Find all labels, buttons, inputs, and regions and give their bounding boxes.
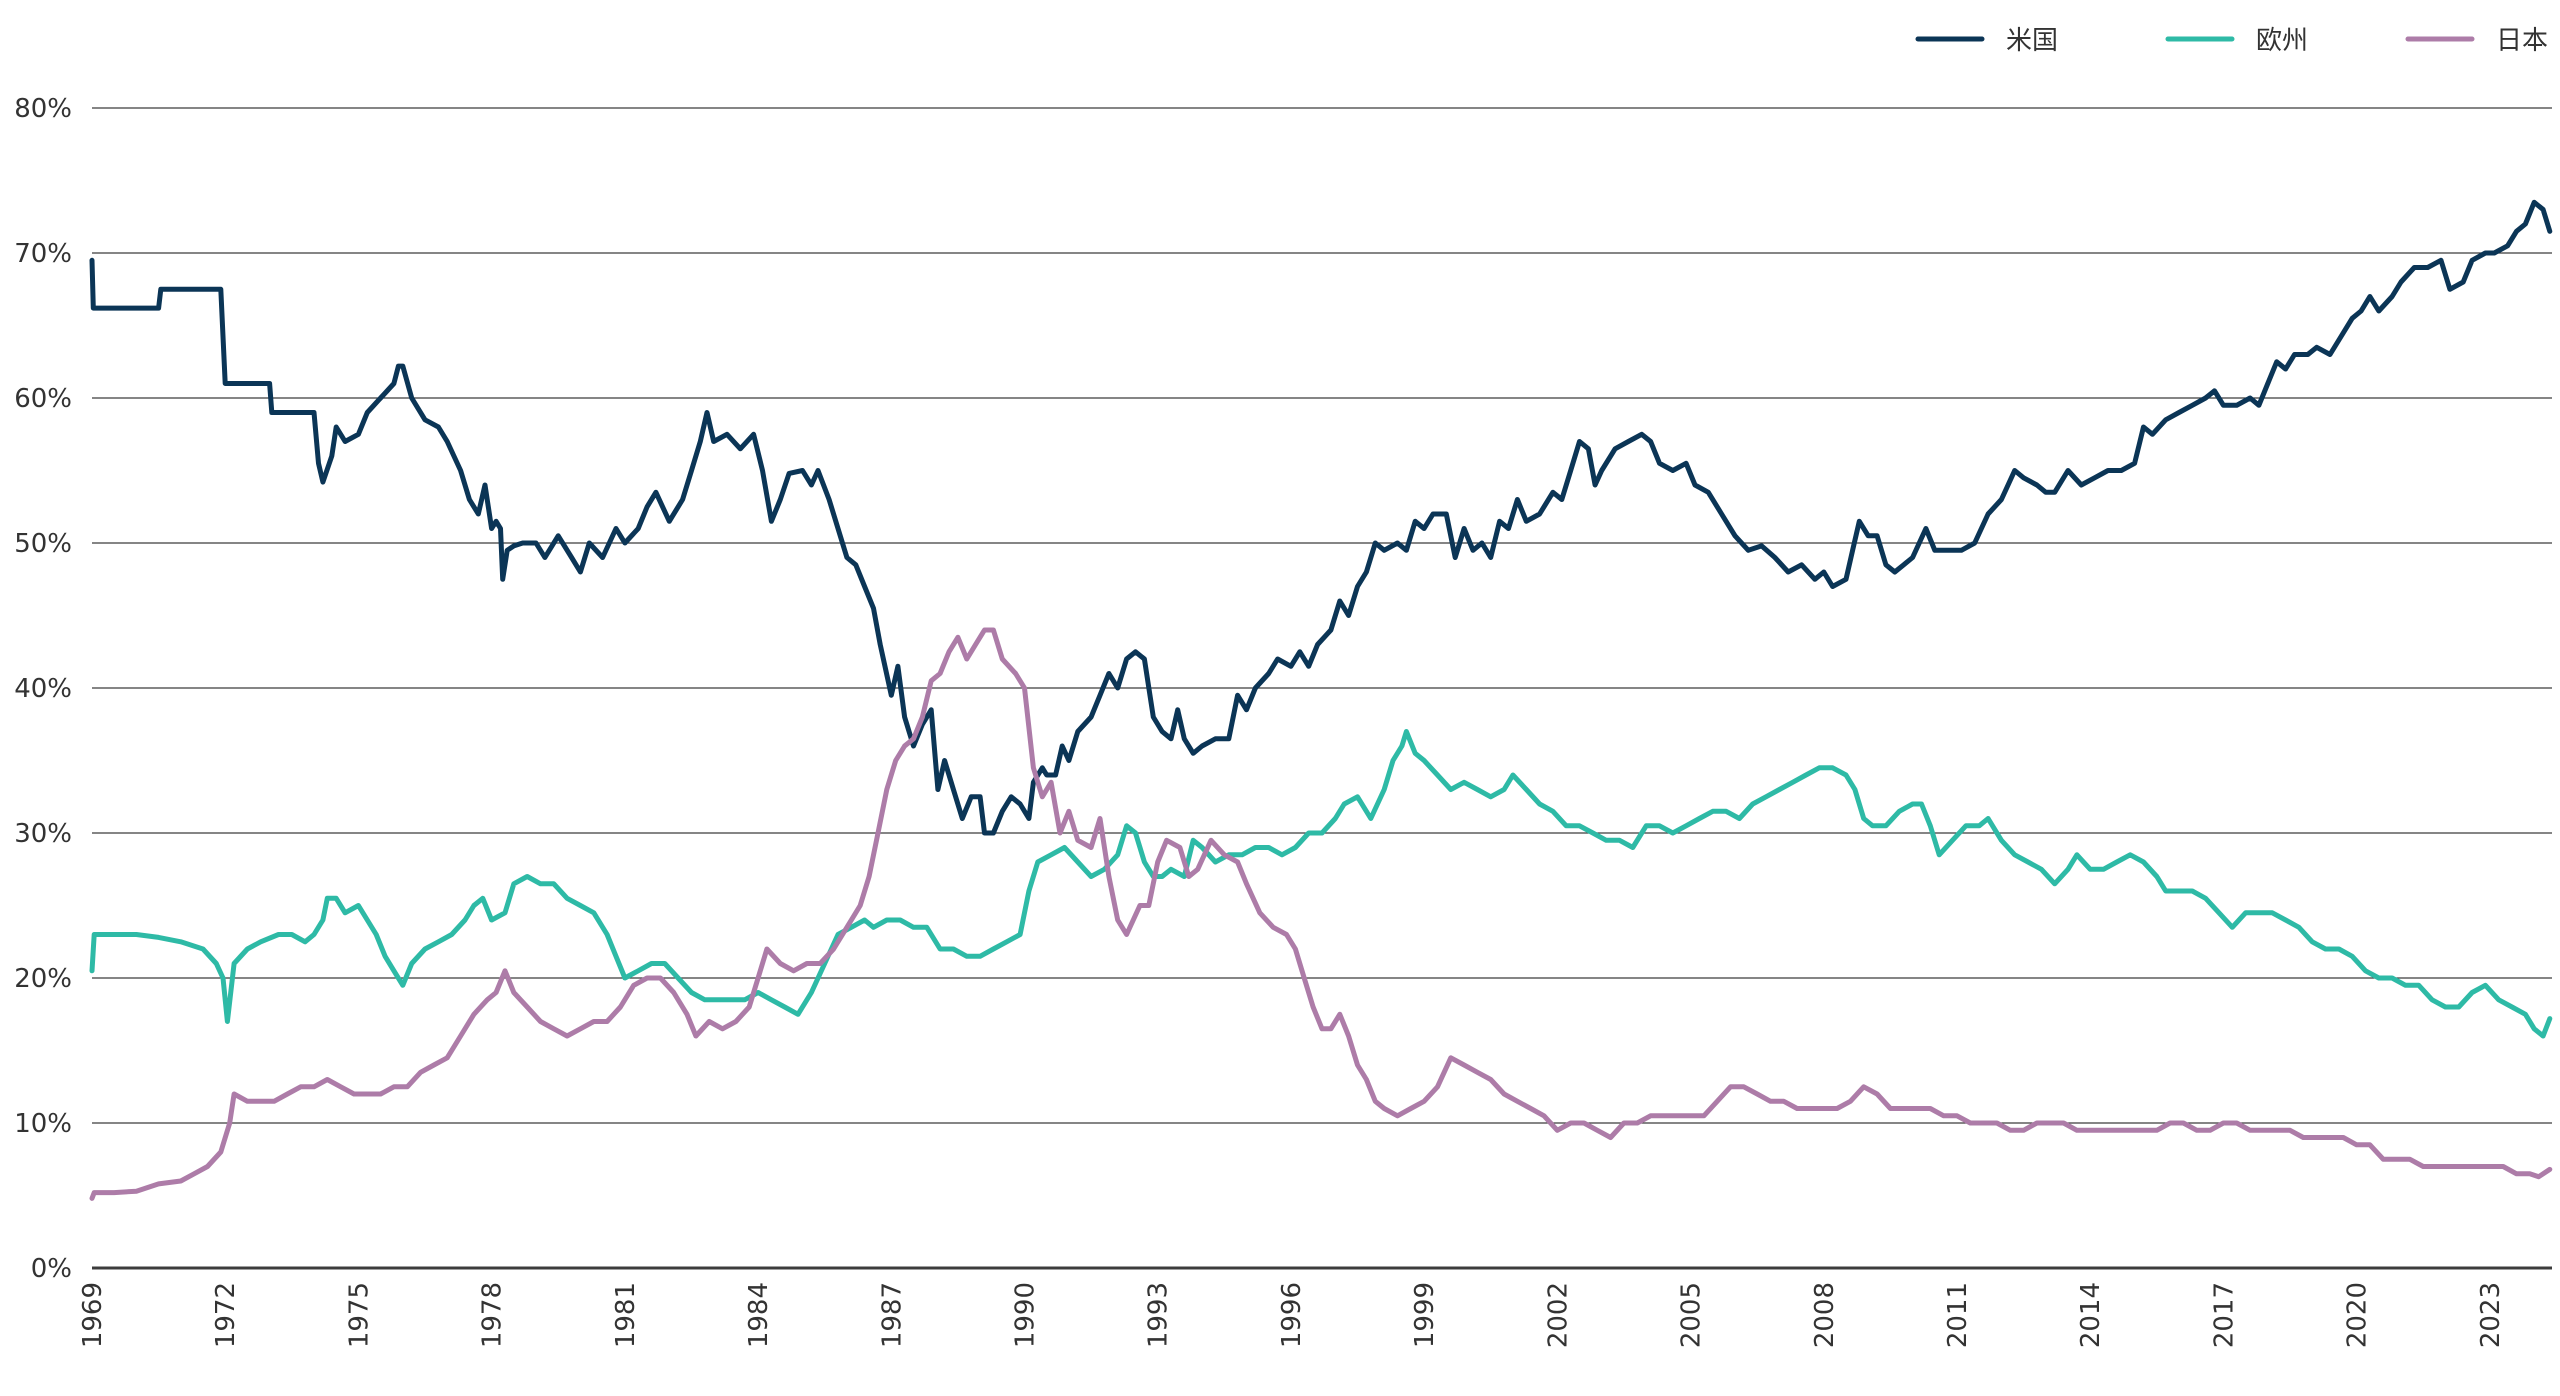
y-tick-label: 80% [14,94,72,124]
x-tick-label: 1978 [478,1282,508,1348]
y-tick-label: 50% [14,529,72,559]
x-tick-label: 1987 [877,1282,907,1348]
x-tick-label: 2002 [1543,1282,1573,1348]
x-tick-label: 2005 [1677,1282,1707,1348]
series-line-1 [89,729,2553,1039]
x-tick-label: 1975 [344,1282,374,1348]
y-tick-label: 70% [14,239,72,269]
x-tick-label: 2023 [2476,1282,2506,1348]
x-tick-label: 2011 [1943,1282,1973,1348]
x-tick-label: 1981 [611,1282,641,1348]
x-tick-label: 1999 [1410,1282,1440,1348]
x-tick-label: 1972 [211,1282,241,1348]
x-tick-label: 1969 [78,1282,108,1348]
legend-label: 欧州 [2256,26,2308,56]
x-tick-label: 1990 [1010,1282,1040,1348]
x-tick-label: 2017 [2209,1282,2239,1348]
series-line-2 [89,627,2553,1201]
y-tick-label: 40% [14,674,72,704]
legend-label: 米国 [2006,26,2058,56]
x-tick-label: 1993 [1144,1282,1174,1348]
x-tick-label: 2020 [2343,1282,2373,1348]
x-tick-label: 1996 [1277,1282,1307,1348]
x-tick-label: 1984 [744,1282,774,1348]
legend: 米国 欧州 日本 [1915,26,2548,56]
series-line-0 [89,199,2553,836]
x-tick-label: 2008 [1810,1282,1840,1348]
y-tick-label: 0% [31,1254,72,1284]
x-axis-ticks: 1969 1972 1975 1978 1981 1984 1987 1990 1993 1996… [78,1282,2506,1348]
y-tick-label: 20% [14,964,72,994]
y-axis-ticks: 0% 10% 20% 30% 40% 50% 60% 70% 80% [14,94,72,1284]
y-tick-label: 30% [14,819,72,849]
y-tick-label: 60% [14,384,72,414]
series-lines [89,199,2553,1201]
legend-label: 日本 [2496,26,2548,56]
x-tick-label: 2014 [2076,1282,2106,1348]
gridlines [92,107,2552,1270]
y-tick-label: 10% [14,1109,72,1139]
